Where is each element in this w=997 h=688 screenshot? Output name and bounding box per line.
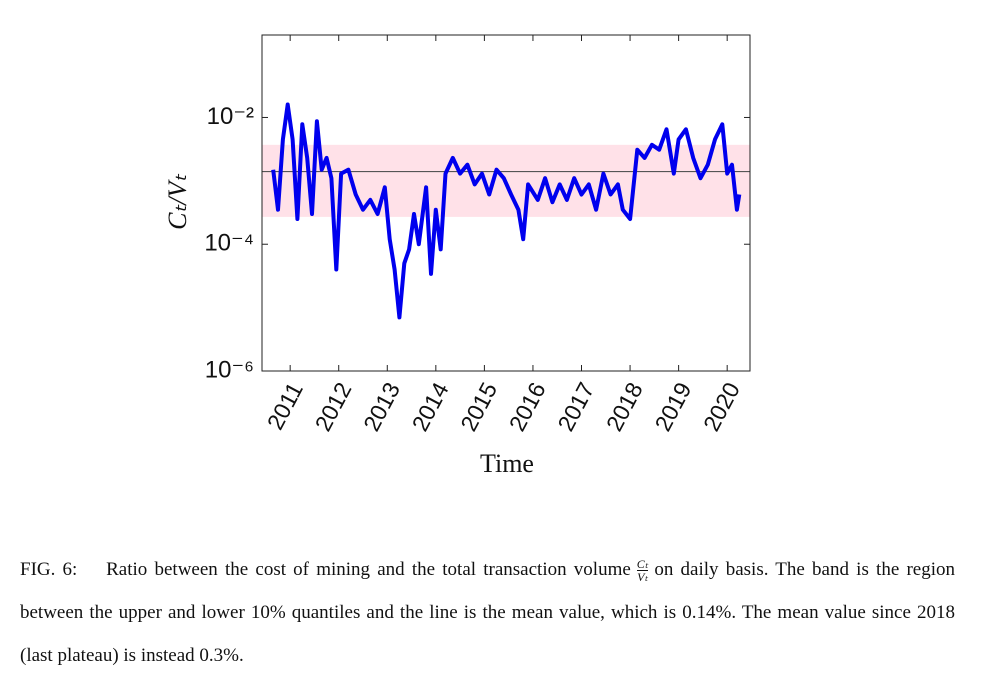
y-axis-label: Cₜ/Vₜ <box>163 173 192 230</box>
x-tick-label: 2018 <box>601 378 648 435</box>
x-tick-label: 2017 <box>552 378 599 435</box>
denominator: Vₜ <box>637 570 648 585</box>
y-tick-label: 10⁻⁴ <box>204 230 254 257</box>
x-tick-label: 2012 <box>310 378 357 435</box>
y-tick-label: 10⁻² <box>207 103 254 130</box>
numerator: Cₜ <box>636 557 649 572</box>
x-tick-label: 2013 <box>358 378 405 435</box>
x-tick-label: 2020 <box>698 378 745 435</box>
fraction: Cₜ Vₜ <box>636 557 649 585</box>
plot-frame <box>261 34 751 372</box>
caption: FIG. 6: Ratio between the cost of mining… <box>20 548 955 677</box>
caption-text: on daily basis. The band is the region b… <box>20 559 955 666</box>
x-axis-label: Time <box>480 449 534 478</box>
x-tick-label: 2011 <box>262 378 308 434</box>
data-line <box>271 102 742 320</box>
x-tick-label: 2014 <box>407 378 454 436</box>
x-tick-label: 2016 <box>504 378 551 435</box>
caption-text: Ratio between the cost of mining and the… <box>106 559 631 580</box>
x-tick-label: 2019 <box>649 378 696 435</box>
caption-label: FIG. 6: <box>20 559 78 580</box>
x-tick-label: 2015 <box>455 378 502 435</box>
y-tick-label: 10⁻⁶ <box>205 356 254 383</box>
